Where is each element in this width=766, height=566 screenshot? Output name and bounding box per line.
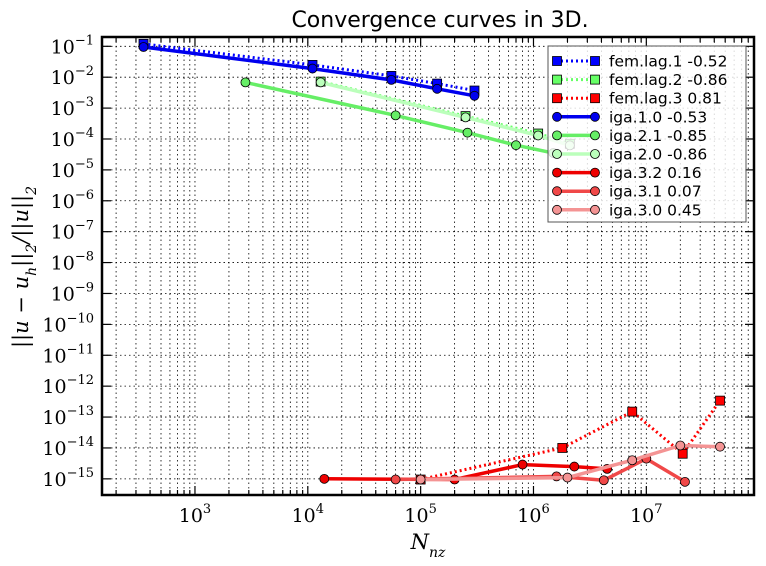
legend-marker	[552, 167, 562, 178]
y-tick-label: 10−9	[51, 280, 94, 305]
legend-marker	[552, 204, 562, 215]
series-iga.3.1	[390, 453, 690, 487]
y-axis-label: ||u − uh||2/||u||2	[9, 186, 40, 348]
data-point	[469, 90, 480, 101]
x-axis-label-base: N	[410, 530, 430, 554]
y-tick-label: 10−11	[42, 342, 94, 367]
legend-label: fem.lag.3 0.81	[609, 90, 722, 108]
legend-marker	[590, 186, 600, 197]
y-tick-label: 10−6	[51, 188, 94, 213]
legend-marker	[552, 74, 562, 85]
data-point	[390, 474, 401, 485]
grid	[102, 37, 755, 495]
tick-labels: 103 104 105 106 10710−1510−1410−1310−1210−11…	[42, 33, 662, 527]
data-point	[415, 474, 426, 485]
series-iga.1.0	[138, 42, 480, 101]
data-point	[715, 441, 725, 452]
data-point	[680, 476, 690, 487]
data-point	[557, 443, 568, 453]
y-tick-label: 10−3	[51, 95, 94, 120]
data-point	[138, 42, 149, 52]
y-tick-label: 10−1	[51, 33, 94, 58]
series-iga.2.1	[240, 77, 559, 158]
data-point	[598, 475, 609, 486]
data-point	[627, 455, 638, 466]
legend-marker	[590, 56, 600, 66]
data-point	[240, 77, 251, 88]
x-tick-label: 106	[517, 502, 549, 527]
data-point	[715, 395, 725, 406]
data-point	[432, 83, 443, 94]
legend-marker	[590, 74, 600, 85]
legend-label: fem.lag.2 -0.86	[609, 71, 727, 89]
axis-ticks	[102, 37, 755, 495]
data-point	[533, 130, 544, 141]
legend-marker	[552, 130, 562, 141]
legend-label: iga.3.2 0.16	[609, 164, 702, 182]
legend-marker	[552, 56, 562, 66]
data-point	[511, 140, 521, 151]
y-tick-label: 10−7	[51, 219, 94, 244]
legend-marker	[590, 149, 600, 159]
chart-title: Convergence curves in 3D.	[291, 8, 588, 33]
legend-marker	[552, 111, 562, 122]
data-point	[315, 77, 326, 88]
y-tick-label: 10−10	[42, 311, 94, 336]
x-tick-label: 107	[630, 502, 662, 527]
legend-marker	[590, 93, 600, 104]
series-iga.3.0	[415, 440, 725, 485]
series-fem.lag.3	[415, 395, 725, 485]
legend-label: fem.lag.1 -0.52	[609, 53, 727, 71]
data-point	[319, 473, 330, 484]
x-axis-label-sub: nz	[429, 545, 446, 561]
x-tick-label: 105	[404, 502, 436, 527]
legend-label: iga.1.0 -0.53	[609, 108, 707, 126]
data-point	[462, 127, 473, 138]
legend-marker	[590, 167, 600, 178]
y-tick-label: 10−14	[42, 435, 94, 460]
legend-label: iga.2.1 -0.85	[609, 127, 707, 145]
x-tick-label: 104	[292, 502, 324, 527]
y-tick-label: 10−2	[51, 64, 94, 89]
legend-marker	[552, 186, 562, 197]
x-tick-label: 103	[179, 502, 211, 527]
y-tick-label: 10−15	[42, 466, 94, 491]
legend-marker	[590, 130, 600, 141]
plot-frame	[100, 35, 756, 497]
legend-marker	[552, 93, 562, 104]
data-point	[677, 448, 688, 459]
legend-marker	[552, 149, 562, 159]
data-point	[390, 110, 401, 121]
legend-marker	[590, 111, 600, 122]
data-point	[307, 63, 318, 74]
y-tick-label: 10−5	[51, 157, 94, 182]
x-axis-label: Nnz	[410, 530, 446, 561]
legend-label: iga.2.0 -0.86	[609, 146, 707, 164]
y-tick-label: 10−8	[51, 250, 94, 275]
y-tick-label: 10−13	[42, 404, 94, 429]
data-point	[675, 440, 686, 451]
data-point	[562, 472, 573, 483]
legend-marker	[590, 204, 600, 215]
data-point	[569, 461, 580, 472]
data-point	[627, 406, 638, 417]
data-point	[517, 459, 528, 470]
series-line	[420, 399, 722, 481]
data-point	[386, 74, 397, 85]
y-tick-label: 10−12	[42, 373, 94, 398]
y-tick-label: 10−4	[51, 126, 94, 151]
legend-label: iga.3.0 0.45	[609, 201, 702, 219]
legend-label: iga.3.1 0.07	[609, 183, 702, 201]
data-point	[460, 112, 471, 123]
